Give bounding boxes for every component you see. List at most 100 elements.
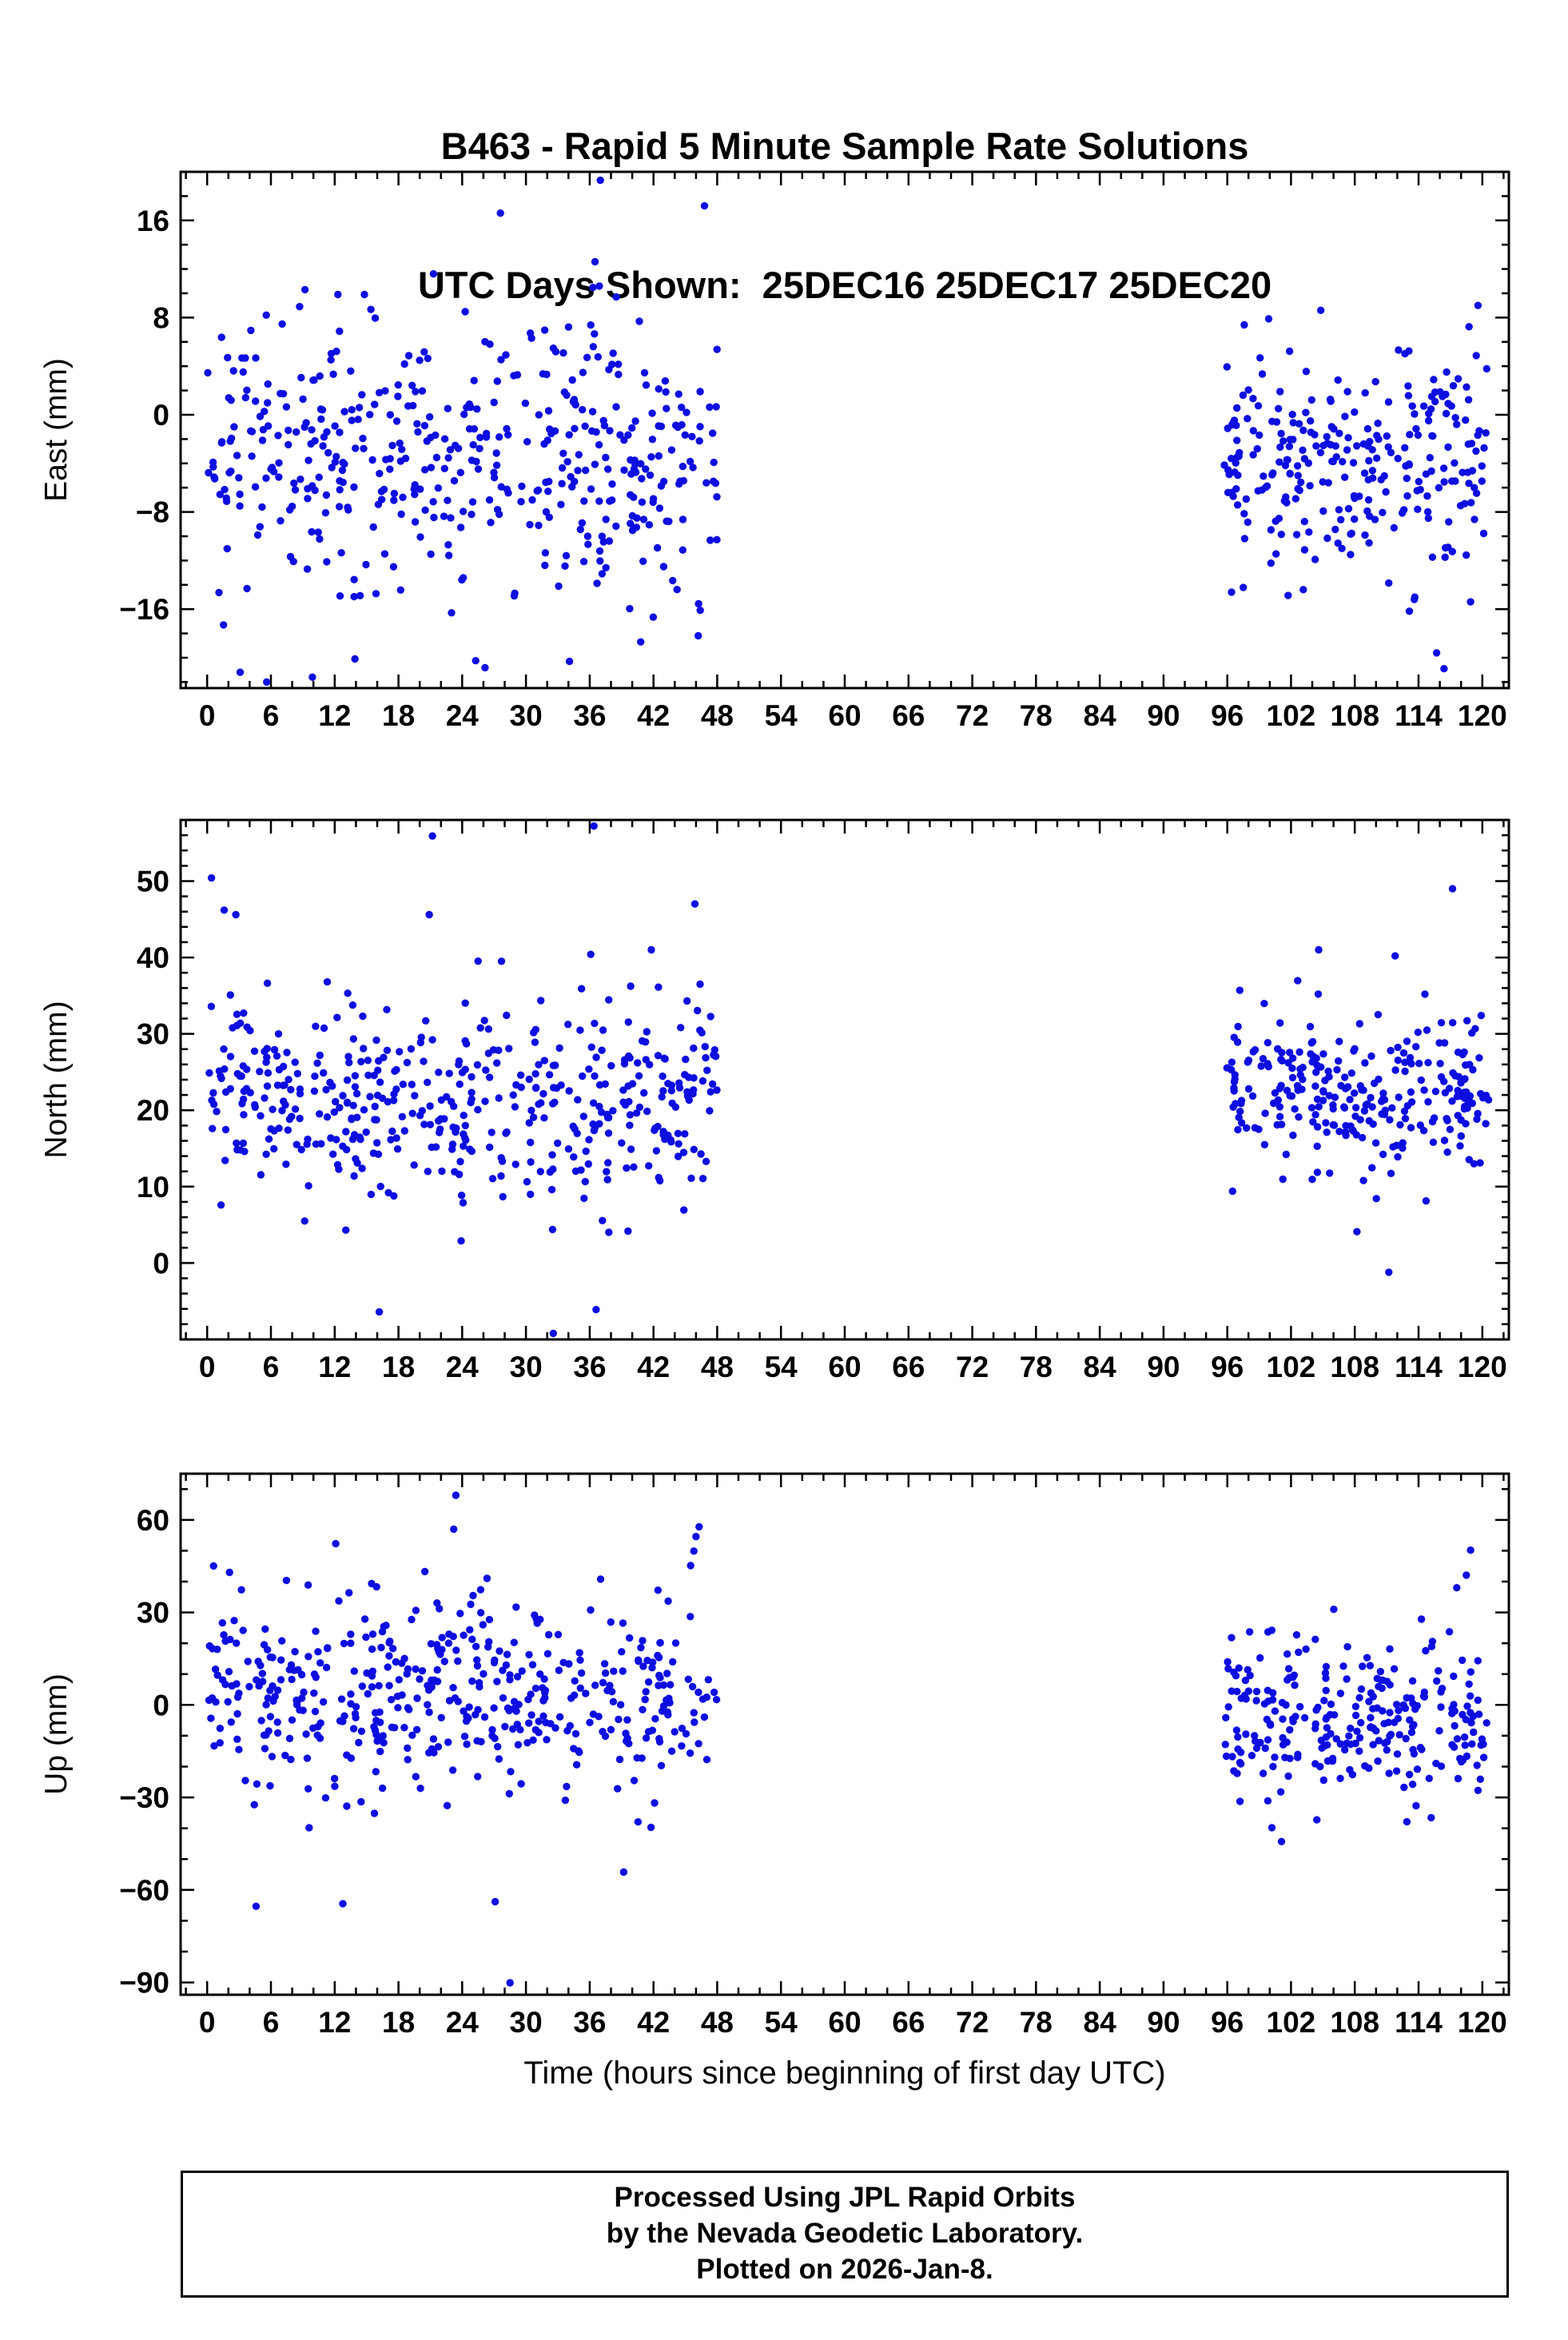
x-tick-label: 120 (1458, 2006, 1507, 2039)
x-tick-label: 78 (1020, 2006, 1053, 2039)
y-tick-labels: 0 10 20 30 40 50 (137, 866, 169, 1280)
y-tick-label: 60 (137, 1504, 169, 1537)
x-tick-label: 84 (1084, 1351, 1117, 1383)
x-tick-label: 54 (765, 1351, 798, 1383)
y-tick-label: 30 (137, 1597, 169, 1630)
x-tick-label: 114 (1395, 2006, 1443, 2039)
y-tick-label: 10 (137, 1171, 169, 1204)
x-tick-label: 114 (1395, 1351, 1443, 1383)
x-tick-label: 90 (1147, 2006, 1180, 2039)
y-tick-label: −90 (119, 1967, 169, 2000)
y-tick-label: 8 (153, 301, 169, 334)
x-tick-label: 18 (382, 2006, 415, 2039)
y-tick-labels: −90 −60 −30 0 30 60 (119, 1504, 169, 2000)
x-tick-label: 18 (382, 1351, 415, 1383)
x-axis-label: Time (hours since beginning of first day… (523, 2055, 1166, 2091)
x-tick-label: 60 (828, 2006, 861, 2039)
x-tick-label: 90 (1147, 1351, 1180, 1383)
y-tick-label: 50 (137, 866, 169, 898)
subplot-east: 0 6 12 18 24 30 36 42 48 54 60 66 72 78 84 90 96 102 108 11… (119, 170, 1510, 732)
axis-ticks (181, 170, 1509, 688)
y-tick-label: −60 (119, 1874, 169, 1907)
y-tick-label: 0 (153, 1247, 169, 1279)
x-tick-label: 72 (956, 1351, 989, 1383)
x-tick-label: 30 (510, 2006, 543, 2039)
x-tick-label: 48 (701, 699, 734, 732)
x-tick-label: 72 (956, 699, 989, 732)
y-tick-label: 0 (153, 1689, 169, 1721)
x-tick-labels: 0 6 12 18 24 30 36 42 48 54 60 66 72 78 84 90 96 102 108 11… (199, 2006, 1507, 2039)
x-tick-label: 84 (1084, 2006, 1117, 2039)
x-tick-label: 108 (1330, 1351, 1379, 1383)
y-tick-labels: −16 −8 0 8 16 (119, 205, 169, 626)
x-tick-label: 42 (637, 1351, 670, 1383)
x-tick-label: 120 (1458, 1351, 1507, 1383)
x-tick-label: 96 (1211, 2006, 1244, 2039)
axis-ticks (181, 818, 1509, 1341)
chart-title-line1: B463 - Rapid 5 Minute Sample Rate Soluti… (440, 125, 1249, 167)
y-tick-label: 16 (137, 205, 169, 237)
x-tick-label: 108 (1330, 2006, 1379, 2039)
x-tick-label: 108 (1330, 699, 1379, 732)
x-tick-label: 72 (956, 2006, 989, 2039)
x-tick-label: 120 (1458, 699, 1507, 732)
x-tick-label: 54 (765, 699, 798, 732)
y-tick-label: −8 (136, 496, 169, 529)
x-tick-label: 96 (1211, 699, 1244, 732)
x-tick-label: 102 (1267, 1351, 1316, 1383)
x-tick-label: 78 (1020, 1351, 1053, 1383)
x-tick-label: 36 (573, 1351, 606, 1383)
x-tick-label: 6 (263, 699, 280, 732)
x-tick-labels: 0 6 12 18 24 30 36 42 48 54 60 66 72 78 84 90 96 102 108 11… (199, 1351, 1507, 1383)
footer-line-2: by the Nevada Geodetic Laboratory. (606, 2218, 1084, 2249)
y-tick-label: −16 (119, 593, 169, 626)
x-tick-label: 12 (318, 2006, 351, 2039)
footer-line-1: Processed Using JPL Rapid Orbits (614, 2182, 1076, 2213)
x-tick-label: 12 (318, 699, 351, 732)
y-tick-label: 20 (137, 1094, 169, 1127)
x-tick-label: 36 (573, 699, 606, 732)
x-tick-label: 66 (892, 1351, 925, 1383)
x-tick-label: 60 (828, 699, 861, 732)
scatter-points (205, 822, 1493, 1338)
x-tick-label: 42 (637, 699, 670, 732)
scatter-points (204, 176, 1491, 686)
x-tick-label: 96 (1211, 1351, 1244, 1383)
x-tick-label: 0 (199, 1351, 216, 1383)
x-tick-label: 66 (892, 699, 925, 732)
x-tick-label: 102 (1267, 699, 1316, 732)
x-tick-labels: 0 6 12 18 24 30 36 42 48 54 60 66 72 78 84 90 96 102 108 11… (199, 699, 1507, 732)
x-tick-label: 6 (263, 1351, 280, 1383)
axis-ticks (181, 1474, 1509, 1995)
x-tick-label: 84 (1084, 699, 1117, 732)
x-tick-label: 30 (510, 1351, 543, 1383)
x-tick-label: 24 (446, 2006, 480, 2039)
subplot-up: 0 6 12 18 24 30 36 42 48 54 60 66 72 78 84 90 96 102 108 11… (119, 1472, 1510, 2039)
x-tick-label: 48 (701, 1351, 734, 1383)
y-tick-label: 30 (137, 1018, 169, 1051)
scatter-points (205, 1491, 1490, 1987)
x-tick-label: 24 (446, 699, 480, 732)
x-tick-label: 0 (199, 699, 216, 732)
x-tick-label: 18 (382, 699, 415, 732)
x-tick-label: 6 (263, 2006, 280, 2039)
footer-line-3: Plotted on 2026-Jan-8. (696, 2254, 993, 2285)
y-tick-label: 40 (137, 941, 169, 974)
x-tick-label: 90 (1147, 699, 1180, 732)
x-tick-label: 0 (199, 2006, 216, 2039)
x-tick-label: 78 (1020, 699, 1053, 732)
x-tick-label: 60 (828, 1351, 861, 1383)
x-tick-label: 42 (637, 2006, 670, 2039)
x-tick-label: 102 (1267, 2006, 1316, 2039)
y-tick-label: −30 (119, 1781, 169, 1814)
y-tick-label: 0 (153, 399, 169, 432)
chart-title-line2: UTC Days Shown: 25DEC16 25DEC17 25DEC20 (417, 264, 1272, 306)
footer-box: Processed Using JPL Rapid Orbits by the … (181, 2171, 1509, 2298)
x-tick-label: 12 (318, 1351, 351, 1383)
x-tick-label: 66 (892, 2006, 925, 2039)
x-tick-label: 48 (701, 2006, 734, 2039)
x-tick-label: 114 (1395, 699, 1443, 732)
chart-title: B463 - Rapid 5 Minute Sample Rate Soluti… (181, 30, 1509, 401)
